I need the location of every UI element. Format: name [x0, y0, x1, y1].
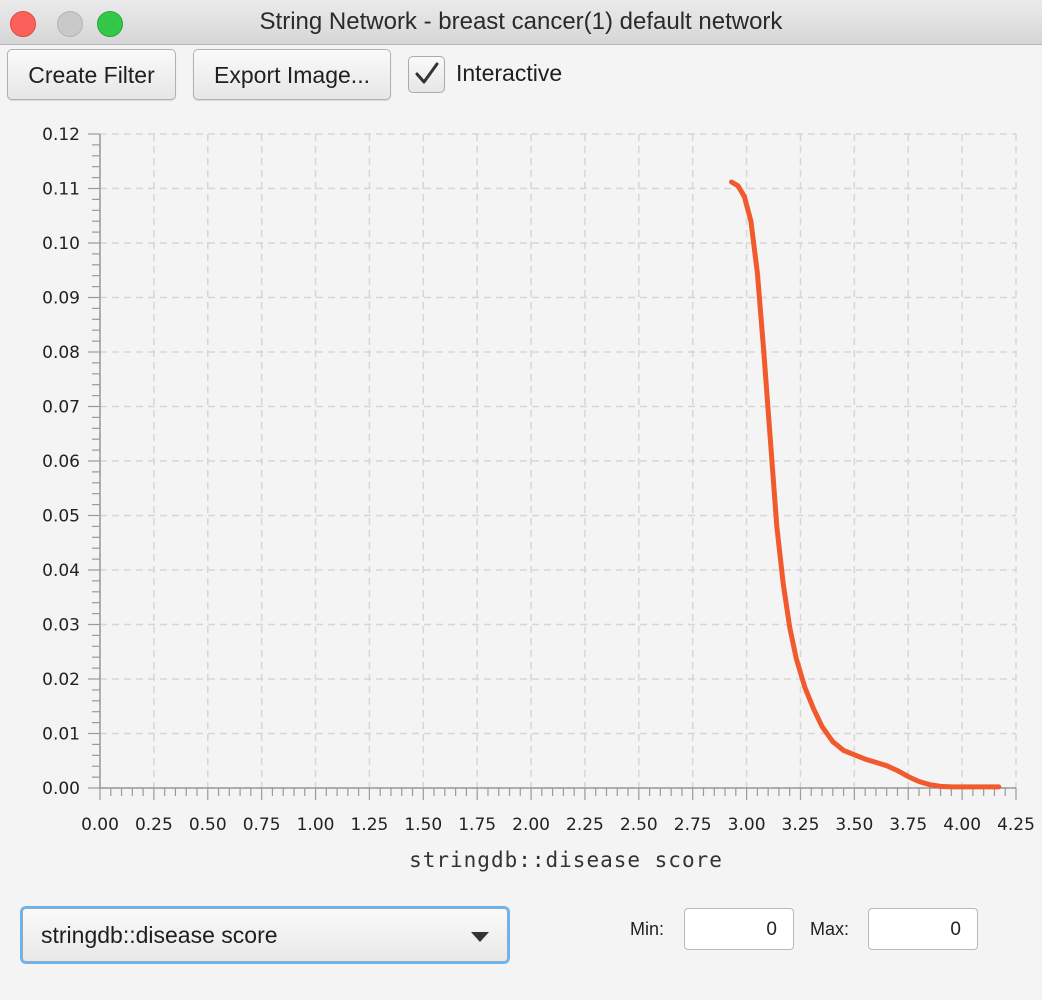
- x-tick-label: 3.00: [728, 815, 766, 835]
- x-tick-label: 3.25: [782, 815, 820, 835]
- zoom-window-button[interactable]: [97, 11, 123, 37]
- x-tick-label: 2.50: [620, 815, 658, 835]
- export-image-button[interactable]: Export Image...: [193, 49, 391, 100]
- series-line: [729, 179, 1002, 790]
- y-tick-label: 0.04: [42, 561, 80, 581]
- x-axis-title: stringdb::disease score: [409, 848, 723, 872]
- x-tick-label: 0.50: [189, 815, 227, 835]
- create-filter-button[interactable]: Create Filter: [7, 49, 176, 100]
- x-tick-label: 0.00: [81, 815, 119, 835]
- x-tick-label: 2.00: [512, 815, 550, 835]
- column-selector-dropdown[interactable]: stringdb::disease score: [22, 908, 508, 962]
- x-axis-tick-labels: 0.00 0.25 0.50 0.75 1.00 1.25 1.50 1.75 2.00 2.25…: [81, 815, 1035, 835]
- close-window-button[interactable]: [10, 11, 36, 37]
- y-tick-label: 0.03: [42, 616, 80, 636]
- disease-score-chart[interactable]: 0.00 0.25 0.50 0.75 1.00 1.25 1.50 1.75 2.00 2.25…: [0, 110, 1042, 880]
- x-tick-label: 3.50: [835, 815, 873, 835]
- minimize-window-button[interactable]: [57, 11, 83, 37]
- y-tick-label: 0.05: [42, 507, 80, 527]
- y-tick-label: 0.12: [42, 125, 80, 145]
- y-axis-tick-labels: 0.00 0.01 0.02 0.03 0.04 0.05 0.06 0.07 0.08 0.09…: [42, 125, 80, 799]
- y-tick-label: 0.10: [42, 234, 80, 254]
- x-tick-label: 1.75: [458, 815, 496, 835]
- y-tick-label: 0.06: [42, 452, 80, 472]
- min-label: Min:: [630, 919, 665, 939]
- x-tick-label: 1.25: [350, 815, 388, 835]
- max-label: Max:: [810, 919, 850, 939]
- x-tick-label: 0.75: [243, 815, 281, 835]
- x-tick-label: 2.75: [674, 815, 712, 835]
- x-tick-label: 4.00: [943, 815, 981, 835]
- y-tick-label: 0.07: [42, 398, 80, 418]
- checkmark-icon: [415, 62, 439, 84]
- title-bar[interactable]: String Network - breast cancer(1) defaul…: [0, 0, 1042, 45]
- interactive-label: Interactive: [456, 60, 563, 86]
- window-title: String Network - breast cancer(1) defaul…: [259, 8, 783, 35]
- x-tick-label: 3.75: [889, 815, 927, 835]
- column-selector-value: stringdb::disease score: [41, 922, 278, 948]
- max-value-field[interactable]: 0: [868, 908, 978, 950]
- x-tick-label: 0.25: [135, 815, 173, 835]
- dropdown-arrow-icon: [471, 932, 489, 942]
- x-tick-label: 4.25: [997, 815, 1035, 835]
- y-tick-label: 0.01: [42, 725, 80, 745]
- y-tick-label: 0.08: [42, 343, 80, 363]
- x-tick-label: 2.25: [566, 815, 604, 835]
- min-value-field[interactable]: 0: [684, 908, 794, 950]
- y-tick-label: 0.11: [42, 180, 80, 200]
- chart-minor-ticks: [88, 133, 1017, 800]
- interactive-checkbox[interactable]: [408, 56, 445, 93]
- x-tick-label: 1.50: [404, 815, 442, 835]
- x-tick-label: 1.00: [297, 815, 335, 835]
- y-tick-label: 0.00: [42, 779, 80, 799]
- y-tick-label: 0.02: [42, 670, 80, 690]
- y-tick-label: 0.09: [42, 289, 80, 309]
- chart-grid: [99, 133, 1017, 789]
